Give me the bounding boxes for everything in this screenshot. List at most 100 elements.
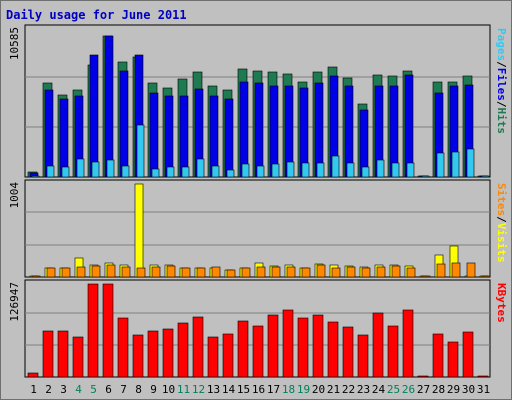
legend-pages: Pages xyxy=(495,28,508,61)
bar-kbytes-day-29 xyxy=(447,341,459,378)
x-tick-label-14: 14 xyxy=(222,383,236,396)
panel-middle-max-label: 1004 xyxy=(8,182,21,209)
x-tick-label-26: 26 xyxy=(402,383,415,396)
x-tick-label-29: 29 xyxy=(447,383,460,396)
bar-files-day-9 xyxy=(149,92,159,178)
panel-middle: 1004 Sites/Visits xyxy=(8,179,508,278)
bar-files-day-17 xyxy=(269,85,279,178)
panel-middle-legend: Sites/Visits xyxy=(495,183,508,263)
bar-pages-day-6 xyxy=(106,159,115,178)
x-tick-label-9: 9 xyxy=(150,383,157,396)
panel-bottom: 126947 KBytes xyxy=(8,279,508,378)
x-tick-label-2: 2 xyxy=(45,383,52,396)
bar-kbytes-day-8 xyxy=(132,334,144,378)
x-tick-label-11: 11 xyxy=(177,383,190,396)
x-tick-label-12: 12 xyxy=(192,383,205,396)
bar-files-day-14 xyxy=(224,98,234,178)
x-tick-label-22: 22 xyxy=(342,383,355,396)
x-tick-label-25: 25 xyxy=(387,383,400,396)
legend-kbytes: KBytes xyxy=(495,283,508,323)
bar-files-day-10 xyxy=(164,95,174,178)
bar-visits-day-8 xyxy=(134,183,144,278)
bar-pages-day-13 xyxy=(211,165,220,178)
bar-pages-day-28 xyxy=(436,152,445,178)
x-tick-label-5: 5 xyxy=(90,383,97,396)
bar-sites-day-17 xyxy=(271,266,281,278)
bar-pages-day-30 xyxy=(466,148,475,178)
legend-files: Files xyxy=(495,68,508,101)
x-tick-label-31: 31 xyxy=(477,383,490,396)
x-tick-label-6: 6 xyxy=(105,383,112,396)
bar-sites-day-21 xyxy=(331,267,341,278)
bar-pages-day-18 xyxy=(286,161,295,178)
x-tick-label-17: 17 xyxy=(267,383,280,396)
bar-kbytes-day-31 xyxy=(477,375,489,378)
bar-files-day-6 xyxy=(104,35,114,178)
bar-kbytes-day-5 xyxy=(87,283,99,378)
x-tick-label-4: 4 xyxy=(75,383,82,396)
x-tick-label-7: 7 xyxy=(120,383,127,396)
bar-sites-day-9 xyxy=(151,266,161,278)
bar-kbytes-day-18 xyxy=(282,309,294,378)
x-tick-label-27: 27 xyxy=(417,383,430,396)
legend-separator: / xyxy=(495,216,508,223)
bar-files-day-26 xyxy=(404,74,414,178)
panel-top-legend: Pages/Files/Hits xyxy=(495,28,508,134)
bar-pages-day-3 xyxy=(61,166,70,178)
bar-sites-day-24 xyxy=(376,266,386,278)
bar-kbytes-day-30 xyxy=(462,331,474,378)
bar-sites-day-20 xyxy=(316,264,326,278)
bar-pages-day-1 xyxy=(31,175,40,178)
bar-pages-day-24 xyxy=(376,159,385,178)
bar-pages-day-26 xyxy=(406,162,415,178)
bar-sites-day-18 xyxy=(286,266,296,278)
bar-kbytes-day-2 xyxy=(42,330,54,378)
bar-pages-day-17 xyxy=(271,163,280,178)
bar-kbytes-day-14 xyxy=(222,333,234,378)
bar-sites-day-16 xyxy=(256,266,266,278)
bar-files-day-3 xyxy=(59,98,69,178)
bar-kbytes-day-26 xyxy=(402,309,414,378)
legend-hits: Hits xyxy=(495,108,508,135)
x-tick-label-1: 1 xyxy=(30,383,37,396)
bar-pages-day-5 xyxy=(91,161,100,178)
bar-pages-day-12 xyxy=(196,158,205,178)
x-tick-label-28: 28 xyxy=(432,383,445,396)
bar-files-day-16 xyxy=(254,82,264,178)
bar-sites-day-26 xyxy=(406,267,416,278)
bar-kbytes-day-21 xyxy=(327,321,339,378)
bar-pages-day-11 xyxy=(181,166,190,178)
legend-sites: Sites xyxy=(495,183,508,216)
bar-kbytes-day-28 xyxy=(432,333,444,378)
bar-files-day-7 xyxy=(119,70,129,178)
bar-pages-day-10 xyxy=(166,166,175,178)
bar-sites-day-14 xyxy=(226,269,236,278)
bar-kbytes-day-9 xyxy=(147,330,159,378)
bar-kbytes-day-7 xyxy=(117,317,129,378)
bar-sites-day-1 xyxy=(31,275,41,278)
panel-bottom-legend: KBytes xyxy=(495,283,508,323)
bar-kbytes-day-22 xyxy=(342,326,354,378)
bar-kbytes-day-17 xyxy=(267,314,279,378)
bar-pages-day-20 xyxy=(316,162,325,178)
bar-pages-day-7 xyxy=(121,165,130,178)
x-tick-label-18: 18 xyxy=(282,383,295,396)
x-tick-labels: 1 2 3 4 5 6 7 8 9 10 11 12 13 14 15 16 17 18 19 20 21 22 23 24 2… xyxy=(30,383,490,396)
panel-bottom-max-label: 126947 xyxy=(8,282,21,322)
bar-kbytes-day-25 xyxy=(387,325,399,378)
bar-pages-day-16 xyxy=(256,165,265,178)
bar-sites-day-6 xyxy=(106,264,116,278)
bar-sites-day-13 xyxy=(211,266,221,278)
x-tick-label-3: 3 xyxy=(60,383,67,396)
bar-pages-day-27 xyxy=(421,175,430,178)
bar-sites-day-25 xyxy=(391,265,401,278)
bar-pages-day-8 xyxy=(136,124,145,178)
bar-pages-day-31 xyxy=(481,175,490,178)
x-tick-label-13: 13 xyxy=(207,383,220,396)
bar-files-day-11 xyxy=(179,95,189,178)
bar-kbytes-day-6 xyxy=(102,283,114,378)
bar-pages-day-15 xyxy=(241,163,250,178)
legend-visits: Visits xyxy=(495,223,508,263)
